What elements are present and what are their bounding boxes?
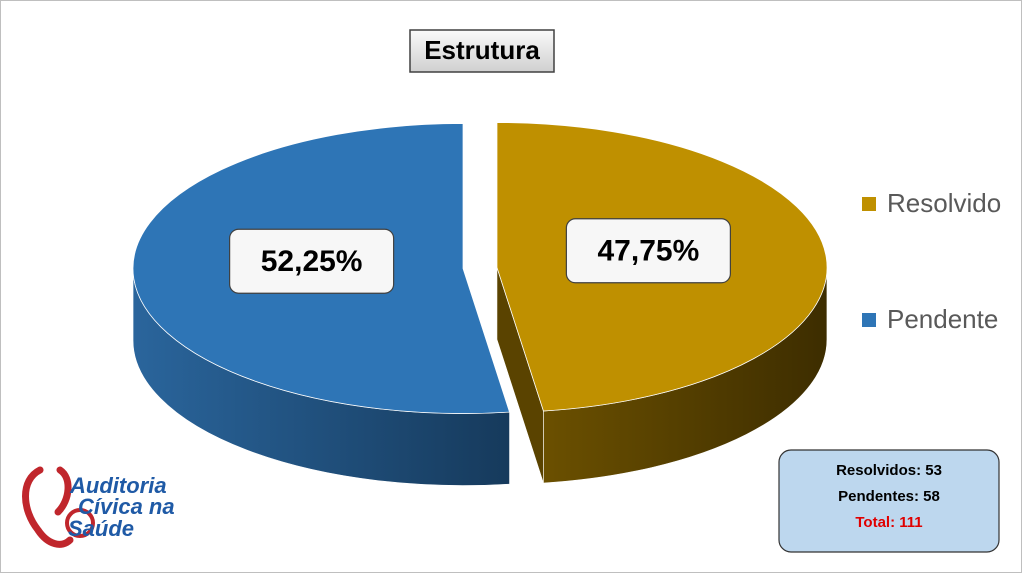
summary-line: Resolvidos: 53 bbox=[836, 462, 942, 479]
logo-icon bbox=[22, 466, 74, 548]
legend-swatch bbox=[862, 313, 876, 327]
data-label: 47,75% bbox=[598, 235, 700, 268]
logo-icon bbox=[54, 466, 72, 516]
chart-title: Estrutura bbox=[424, 35, 540, 65]
title-box bbox=[409, 29, 555, 73]
data-label: 52,25% bbox=[261, 245, 363, 278]
summary-line: Pendentes: 58 bbox=[838, 488, 940, 505]
logo-icon bbox=[65, 508, 95, 538]
pie: 47,75% 52,25% bbox=[132, 122, 828, 486]
logo-text: Cívica na bbox=[78, 494, 175, 519]
legend-swatch bbox=[862, 197, 876, 211]
data-label-box bbox=[565, 218, 731, 284]
data-label-box bbox=[229, 228, 395, 294]
logo-text: Saúde bbox=[68, 516, 134, 541]
summary-box bbox=[778, 449, 1000, 553]
logo-text: Auditoria bbox=[69, 473, 167, 498]
legend-label: Pendente bbox=[887, 304, 998, 334]
legend-label: Resolvido bbox=[887, 188, 1001, 218]
summary-total: Total: 111 bbox=[855, 514, 922, 531]
logo: Auditoria Cívica na Saúde bbox=[22, 466, 175, 548]
